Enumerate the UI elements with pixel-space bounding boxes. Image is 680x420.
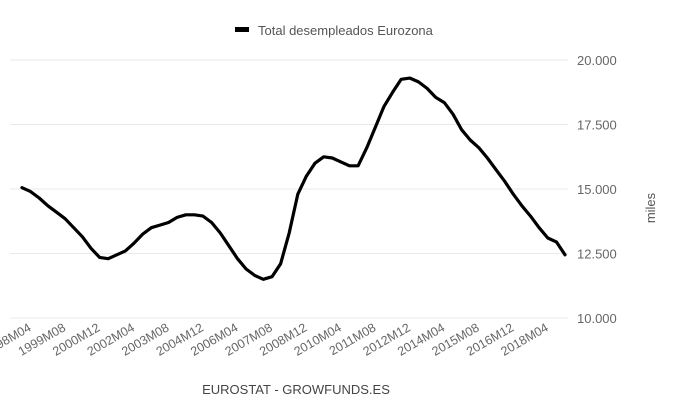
y-tick-label: 12.500 — [577, 247, 617, 262]
y-tick-label: 10.000 — [577, 311, 617, 326]
y-tick-label: 17.500 — [577, 118, 617, 133]
series-layer — [20, 76, 567, 281]
legend-swatch — [235, 27, 249, 32]
y-axis-title: miles — [643, 192, 658, 223]
y-tick-label: 20.000 — [577, 53, 617, 68]
legend-label: Total desempleados Eurozona — [258, 23, 434, 38]
source-caption: EUROSTAT - GROWFUNDS.ES — [202, 382, 390, 397]
series-line — [20, 76, 567, 281]
y-tick-label: 15.000 — [577, 182, 617, 197]
grid-lines — [10, 59, 568, 319]
y-axis: 10.000 12.500 15.000 17.500 20.000 — [577, 53, 617, 326]
legend[interactable]: Total desempleados Eurozona — [235, 23, 434, 38]
x-axis: 1998M041999M082000M122002M042003M082004M… — [0, 320, 551, 358]
